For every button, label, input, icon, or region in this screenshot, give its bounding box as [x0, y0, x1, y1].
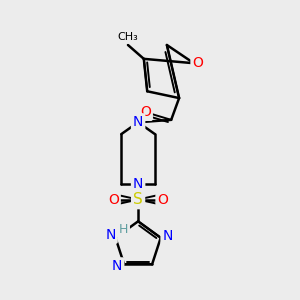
- Text: S: S: [133, 192, 143, 207]
- Text: O: O: [140, 105, 151, 119]
- Text: O: O: [192, 56, 203, 70]
- Text: CH₃: CH₃: [118, 32, 138, 42]
- Text: N: N: [133, 177, 143, 191]
- Text: O: O: [158, 193, 168, 206]
- Text: O: O: [108, 193, 119, 206]
- Text: N: N: [163, 229, 173, 243]
- Text: N: N: [133, 115, 143, 129]
- Text: N: N: [105, 228, 116, 242]
- Text: H: H: [119, 223, 128, 236]
- Text: N: N: [112, 259, 122, 273]
